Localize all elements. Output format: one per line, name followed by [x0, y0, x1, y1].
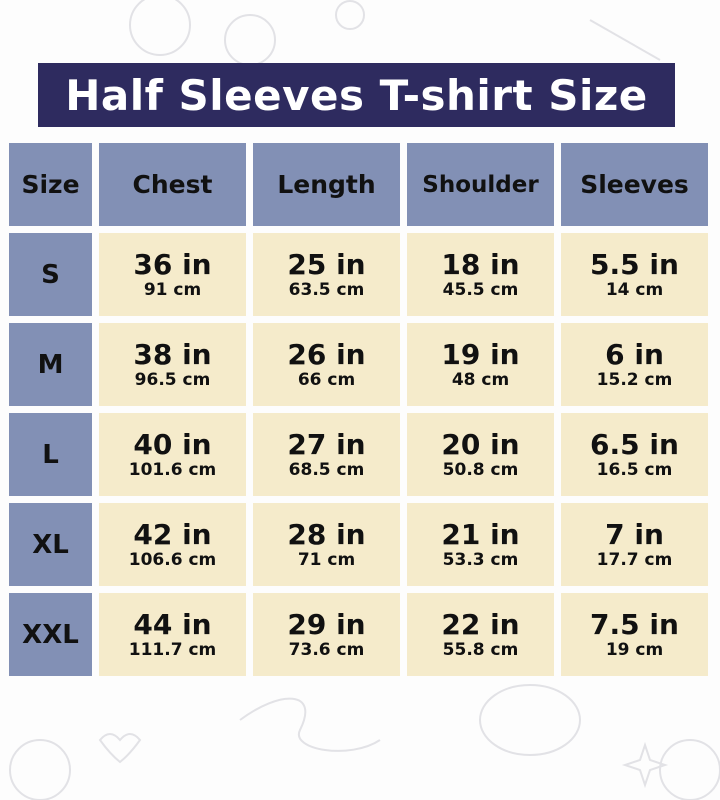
measurement-cell: 44 in 111.7 cm [99, 593, 246, 676]
measurement-cell: 6 in 15.2 cm [561, 323, 708, 406]
column-header-length: Length [253, 143, 400, 226]
centimeters-value: 55.8 cm [442, 639, 519, 660]
size-label: XL [9, 503, 92, 586]
measurement-cell: 18 in 45.5 cm [407, 233, 554, 316]
inches-value: 21 in [441, 517, 520, 551]
measurement-cell: 5.5 in 14 cm [561, 233, 708, 316]
inches-value: 42 in [133, 517, 212, 551]
inches-value: 26 in [287, 337, 366, 371]
centimeters-value: 73.6 cm [288, 639, 365, 660]
inches-value: 7 in [605, 517, 664, 551]
inches-value: 18 in [441, 247, 520, 281]
measurement-cell: 28 in 71 cm [253, 503, 400, 586]
column-header-size: Size [9, 143, 92, 226]
measurement-cell: 25 in 63.5 cm [253, 233, 400, 316]
inches-value: 6.5 in [590, 427, 679, 461]
centimeters-value: 68.5 cm [288, 459, 365, 480]
centimeters-value: 66 cm [297, 369, 356, 390]
inches-value: 28 in [287, 517, 366, 551]
inches-value: 19 in [441, 337, 520, 371]
centimeters-value: 45.5 cm [442, 279, 519, 300]
inches-value: 38 in [133, 337, 212, 371]
centimeters-value: 14 cm [605, 279, 664, 300]
centimeters-value: 50.8 cm [442, 459, 519, 480]
inches-value: 7.5 in [590, 607, 679, 641]
centimeters-value: 106.6 cm [128, 549, 217, 570]
measurement-cell: 36 in 91 cm [99, 233, 246, 316]
inches-value: 5.5 in [590, 247, 679, 281]
centimeters-value: 111.7 cm [128, 639, 217, 660]
measurement-cell: 20 in 50.8 cm [407, 413, 554, 496]
centimeters-value: 17.7 cm [596, 549, 673, 570]
measurement-cell: 27 in 68.5 cm [253, 413, 400, 496]
page-title: Half Sleeves T-shirt Size [38, 63, 675, 127]
measurement-cell: 7.5 in 19 cm [561, 593, 708, 676]
measurement-cell: 22 in 55.8 cm [407, 593, 554, 676]
size-chart-table: Size Chest Length Shoulder Sleeves S 36 in 91 c… [9, 143, 708, 676]
inches-value: 22 in [441, 607, 520, 641]
centimeters-value: 63.5 cm [288, 279, 365, 300]
inches-value: 44 in [133, 607, 212, 641]
inches-value: 40 in [133, 427, 212, 461]
inches-value: 36 in [133, 247, 212, 281]
measurement-cell: 40 in 101.6 cm [99, 413, 246, 496]
inches-value: 20 in [441, 427, 520, 461]
inches-value: 27 in [287, 427, 366, 461]
centimeters-value: 15.2 cm [596, 369, 673, 390]
column-header-sleeves: Sleeves [561, 143, 708, 226]
inches-value: 29 in [287, 607, 366, 641]
measurement-cell: 38 in 96.5 cm [99, 323, 246, 406]
size-label: XXL [9, 593, 92, 676]
measurement-cell: 26 in 66 cm [253, 323, 400, 406]
measurement-cell: 42 in 106.6 cm [99, 503, 246, 586]
inches-value: 25 in [287, 247, 366, 281]
centimeters-value: 48 cm [451, 369, 510, 390]
measurement-cell: 21 in 53.3 cm [407, 503, 554, 586]
centimeters-value: 19 cm [605, 639, 664, 660]
size-label: S [9, 233, 92, 316]
measurement-cell: 7 in 17.7 cm [561, 503, 708, 586]
size-label: L [9, 413, 92, 496]
inches-value: 6 in [605, 337, 664, 371]
measurement-cell: 29 in 73.6 cm [253, 593, 400, 676]
column-header-chest: Chest [99, 143, 246, 226]
centimeters-value: 101.6 cm [128, 459, 217, 480]
column-header-shoulder: Shoulder [407, 143, 554, 226]
centimeters-value: 53.3 cm [442, 549, 519, 570]
centimeters-value: 96.5 cm [134, 369, 211, 390]
measurement-cell: 19 in 48 cm [407, 323, 554, 406]
measurement-cell: 6.5 in 16.5 cm [561, 413, 708, 496]
centimeters-value: 16.5 cm [596, 459, 673, 480]
centimeters-value: 71 cm [297, 549, 356, 570]
size-label: M [9, 323, 92, 406]
centimeters-value: 91 cm [143, 279, 202, 300]
